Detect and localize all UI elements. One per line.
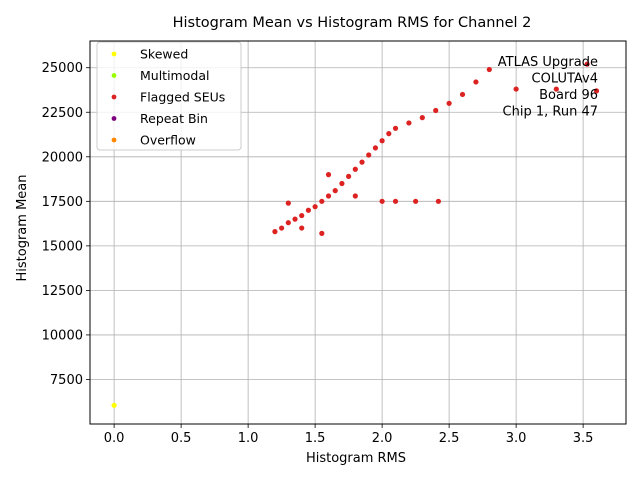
- data-point-flagged-seus: [406, 120, 412, 126]
- data-point-flagged-seus: [379, 198, 385, 204]
- legend-marker: [111, 73, 117, 78]
- data-point-flagged-seus: [446, 100, 452, 106]
- data-point-flagged-seus: [299, 225, 305, 231]
- annotation-line: Board 96: [539, 88, 598, 103]
- x-tick-label: 2.5: [439, 431, 460, 446]
- data-point-flagged-seus: [379, 138, 385, 144]
- data-point-flagged-seus: [486, 66, 492, 73]
- legend-marker: [111, 51, 117, 57]
- points-layer: [111, 61, 600, 408]
- data-point-flagged-seus: [392, 198, 399, 204]
- chart-title: Histogram Mean vs Histogram RMS for Chan…: [173, 15, 532, 31]
- x-tick-label: 2.0: [372, 431, 393, 446]
- plot-frame: [89, 40, 627, 425]
- data-point-flagged-seus: [459, 91, 466, 98]
- data-point-flagged-seus: [279, 225, 285, 231]
- data-point-flagged-seus: [433, 107, 439, 114]
- data-point-flagged-seus: [372, 145, 379, 151]
- y-ticks: 7500 10000 12500 15000 17500 20000 22500 25000: [42, 61, 90, 388]
- legend-marker: [111, 94, 117, 100]
- y-tick-label: 7500: [50, 373, 83, 388]
- annotation-line: ATLAS Upgrade: [498, 55, 598, 70]
- data-point-flagged-seus: [292, 216, 298, 222]
- y-axis-label: Histogram Mean: [15, 175, 30, 282]
- data-point-flagged-seus: [513, 86, 519, 92]
- annotation-line: Chip 1, Run 47: [503, 105, 598, 120]
- legend: Skewed Multimodal Flagged SEUs Repeat Bin Ov…: [96, 41, 242, 151]
- x-tick-label: 3.5: [573, 431, 594, 446]
- x-tick-label: 1.0: [238, 431, 259, 446]
- data-point-flagged-seus: [473, 79, 479, 85]
- data-point-flagged-seus: [272, 229, 278, 235]
- data-point-flagged-seus: [346, 173, 352, 179]
- data-point-flagged-seus: [325, 193, 332, 199]
- data-point-skewed: [111, 402, 117, 408]
- y-tick-label: 17500: [42, 195, 83, 210]
- data-point-flagged-seus: [419, 115, 425, 121]
- x-axis-label: Histogram RMS: [306, 451, 406, 466]
- x-tick-label: 3.0: [506, 431, 527, 446]
- data-point-flagged-seus: [332, 188, 338, 194]
- data-point-flagged-seus: [305, 207, 312, 213]
- data-point-flagged-seus: [285, 200, 291, 206]
- data-point-flagged-seus: [325, 172, 332, 178]
- legend-label: Repeat Bin: [140, 111, 208, 126]
- legend-label: Multimodal: [140, 68, 209, 83]
- data-point-flagged-seus: [584, 61, 590, 67]
- data-point-flagged-seus: [359, 159, 365, 165]
- y-tick-label: 20000: [42, 150, 83, 165]
- data-point-flagged-seus: [593, 88, 600, 94]
- data-point-flagged-seus: [339, 180, 345, 187]
- data-point-flagged-seus: [386, 131, 392, 137]
- data-point-flagged-seus: [352, 193, 358, 199]
- annotation-line: COLUTAv4: [532, 72, 598, 87]
- y-tick-label: 15000: [42, 239, 83, 254]
- data-point-flagged-seus: [366, 152, 372, 158]
- legend-marker: [111, 137, 117, 143]
- y-tick-label: 12500: [42, 284, 83, 299]
- data-point-flagged-seus: [285, 220, 291, 226]
- data-point-flagged-seus: [299, 212, 305, 219]
- data-point-flagged-seus: [352, 166, 358, 172]
- data-point-flagged-seus: [319, 198, 325, 204]
- x-tick-label: 0.5: [171, 431, 192, 446]
- data-point-flagged-seus: [413, 198, 419, 204]
- legend-marker: [111, 116, 117, 121]
- x-tick-label: 1.5: [305, 431, 326, 446]
- legend-label: Flagged SEUs: [140, 90, 225, 105]
- x-tick-label: 0.0: [104, 431, 125, 446]
- data-point-flagged-seus: [553, 86, 559, 92]
- x-ticks: 0.0 0.5 1.0 1.5 2.0 2.5 3.0 3.5: [104, 424, 594, 446]
- data-point-flagged-seus: [319, 230, 325, 236]
- y-tick-label: 10000: [42, 328, 83, 343]
- data-point-flagged-seus: [392, 125, 399, 131]
- data-point-flagged-seus: [312, 204, 318, 210]
- legend-label: Skewed: [140, 47, 188, 62]
- y-tick-label: 25000: [42, 61, 83, 76]
- data-point-flagged-seus: [435, 198, 441, 204]
- legend-label: Overflow: [140, 133, 196, 148]
- y-tick-label: 22500: [42, 106, 83, 121]
- legend-box: [96, 41, 242, 151]
